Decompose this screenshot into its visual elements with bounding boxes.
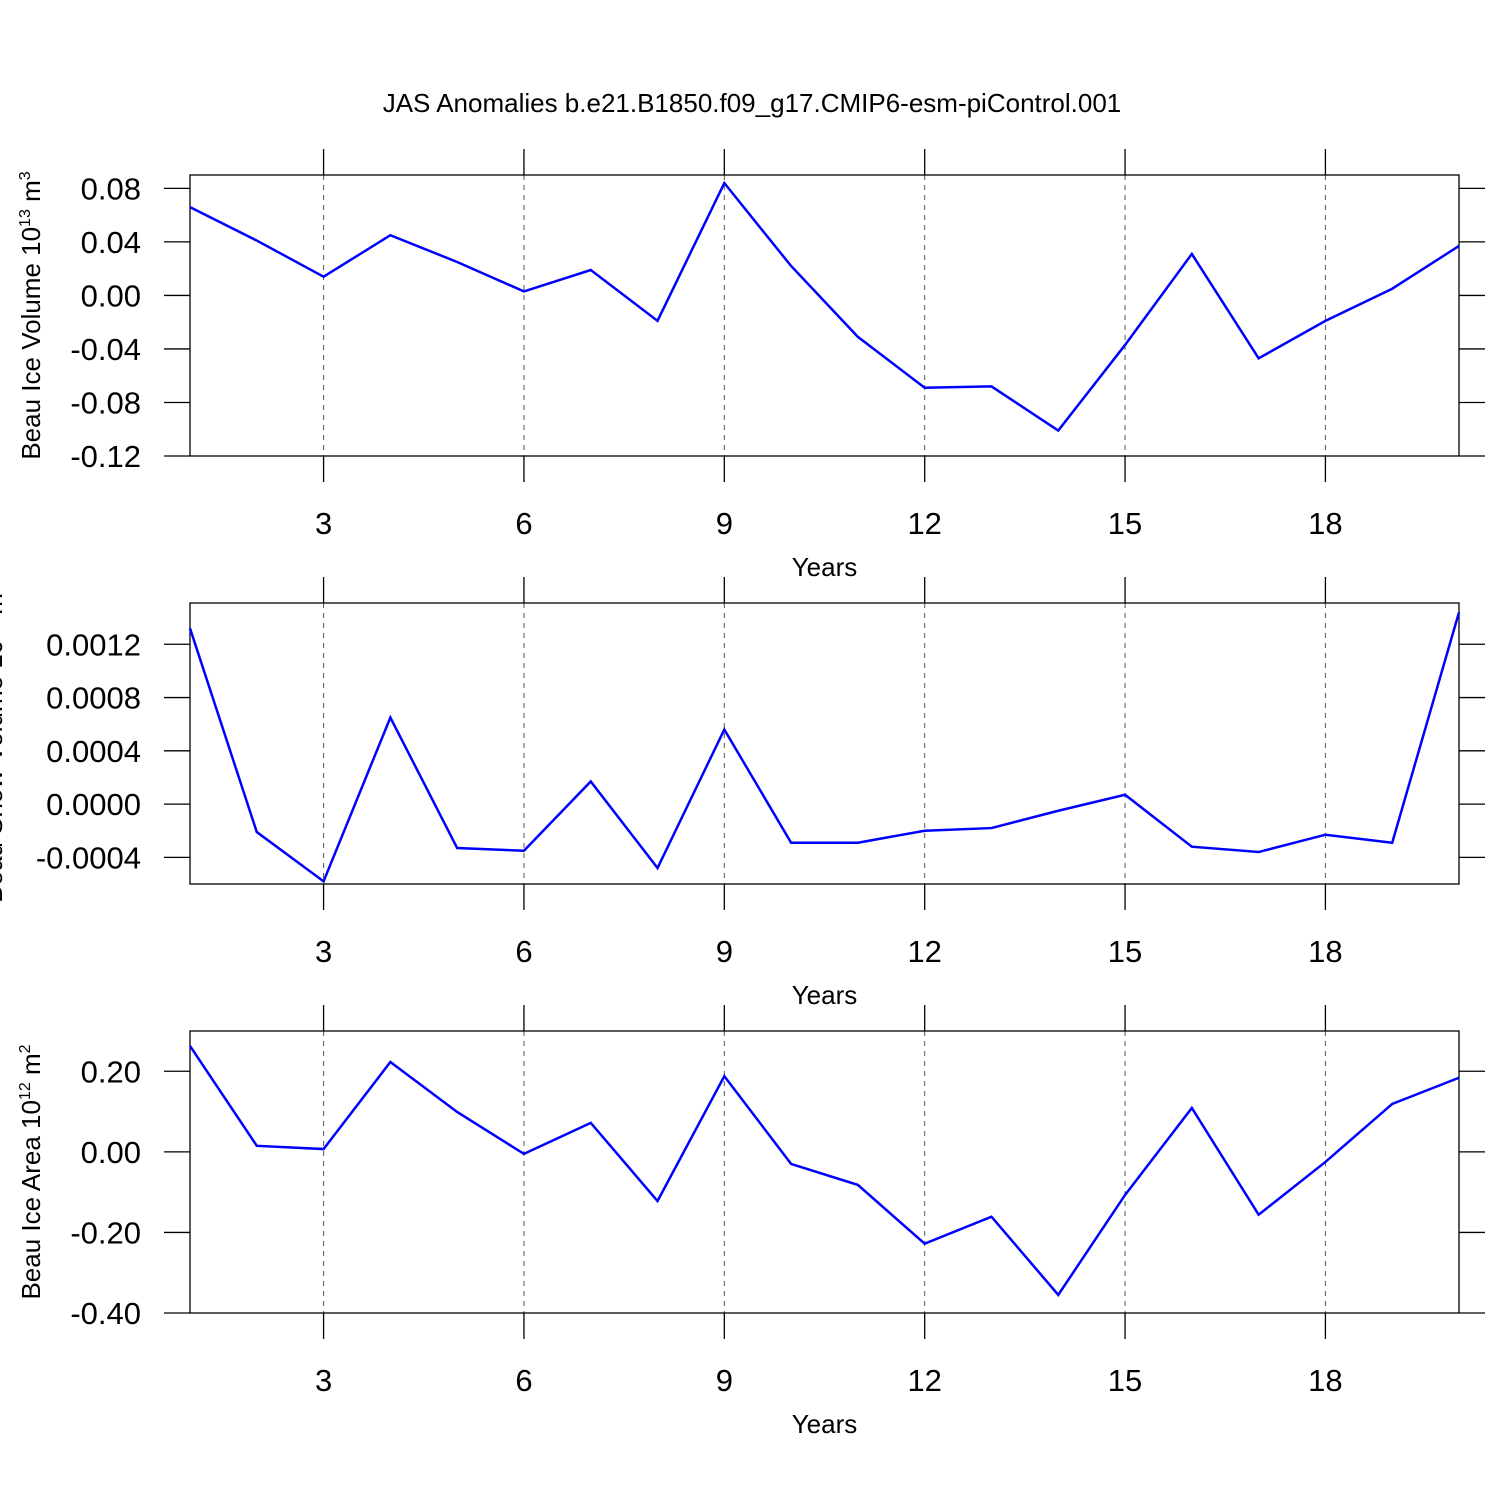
y-axis-label-part: Beau Snow Volume 10 bbox=[0, 640, 8, 903]
y-axis-label: Beau Ice Area 1012 m2 bbox=[16, 1044, 46, 1299]
y-tick-label: 0.00 bbox=[81, 1135, 141, 1170]
x-tick-label: 12 bbox=[907, 934, 941, 969]
x-tick-label: 12 bbox=[907, 506, 941, 541]
x-tick-label: 3 bbox=[315, 934, 332, 969]
y-axis-label-part: 3 bbox=[17, 171, 34, 180]
x-tick-label: 3 bbox=[315, 506, 332, 541]
y-tick-label: -0.08 bbox=[70, 385, 141, 420]
y-tick-label: 0.00 bbox=[81, 278, 141, 313]
x-axis-label: Years bbox=[792, 1409, 858, 1439]
chart-title: JAS Anomalies b.e21.B1850.f09_g17.CMIP6-… bbox=[383, 88, 1122, 118]
x-tick-label: 6 bbox=[515, 506, 532, 541]
y-axis-label-part: Beau Ice Area 10 bbox=[16, 1100, 46, 1299]
y-tick-label: 0.04 bbox=[81, 225, 141, 260]
x-tick-label: 18 bbox=[1308, 934, 1342, 969]
x-tick-label: 12 bbox=[907, 1363, 941, 1398]
y-axis-label-part: 12 bbox=[17, 1082, 34, 1100]
y-tick-label: 0.20 bbox=[81, 1054, 141, 1089]
plot-frame bbox=[189, 1030, 1460, 1314]
plot-frame bbox=[189, 602, 1460, 885]
y-tick-label: -0.04 bbox=[70, 332, 141, 367]
data-line bbox=[188, 1045, 1460, 1297]
x-tick-label: 9 bbox=[716, 506, 733, 541]
y-tick-label: -0.20 bbox=[70, 1215, 141, 1250]
x-tick-label: 15 bbox=[1108, 506, 1142, 541]
y-axis-label-part: Beau Ice Volume 10 bbox=[16, 227, 46, 460]
y-axis-label-part: 13 bbox=[17, 209, 34, 227]
y-tick-label: 0.0000 bbox=[46, 787, 141, 822]
x-tick-label: 6 bbox=[515, 1363, 532, 1398]
data-line bbox=[188, 611, 1461, 884]
x-tick-label: 9 bbox=[716, 1363, 733, 1398]
x-tick-label: 6 bbox=[515, 934, 532, 969]
plot-frame bbox=[189, 174, 1460, 457]
x-axis-label: Years bbox=[792, 980, 858, 1010]
y-tick-label: -0.40 bbox=[70, 1296, 141, 1331]
x-tick-label: 9 bbox=[716, 934, 733, 969]
x-tick-label: 15 bbox=[1108, 934, 1142, 969]
x-tick-label: 15 bbox=[1108, 1363, 1142, 1398]
y-axis-label-part: 2 bbox=[17, 1044, 34, 1053]
y-axis-label-part: m bbox=[0, 593, 8, 622]
y-axis-label: Beau Snow Volume 1013 m3 bbox=[0, 584, 8, 903]
y-tick-label: 0.08 bbox=[81, 171, 141, 206]
x-tick-label: 18 bbox=[1308, 1363, 1342, 1398]
x-axis-label: Years bbox=[792, 552, 858, 582]
y-tick-label: 0.0008 bbox=[46, 681, 141, 716]
y-axis-label-part: m bbox=[16, 180, 46, 209]
x-tick-label: 3 bbox=[315, 1363, 332, 1398]
y-tick-label: 0.0004 bbox=[46, 734, 141, 769]
y-axis-label: Beau Ice Volume 1013 m3 bbox=[16, 171, 46, 459]
data-line bbox=[189, 180, 1460, 433]
x-tick-label: 18 bbox=[1308, 506, 1342, 541]
y-tick-label: -0.12 bbox=[70, 439, 141, 474]
y-tick-label: 0.0012 bbox=[46, 627, 141, 662]
y-tick-label: -0.0004 bbox=[36, 840, 141, 875]
y-axis-label-part: m bbox=[16, 1053, 46, 1082]
